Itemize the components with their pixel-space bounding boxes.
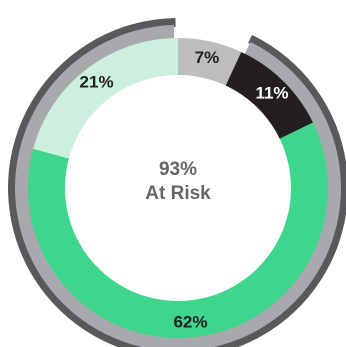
- slice-1: [178, 38, 242, 86]
- slice-label-4: 21%: [80, 73, 114, 92]
- slice-4: [33, 38, 178, 159]
- slice-label-1: 7%: [195, 48, 220, 67]
- center-caption: At Risk: [145, 183, 211, 204]
- slice-3: [27, 122, 328, 339]
- slice-2: [225, 51, 314, 139]
- center-value: 93%: [159, 159, 197, 180]
- slice-label-3: 62%: [173, 312, 207, 331]
- slice-label-2: 11%: [255, 84, 288, 103]
- donut-slices: [27, 38, 328, 339]
- slice-labels: 7% 11% 62% 21%: [80, 48, 289, 331]
